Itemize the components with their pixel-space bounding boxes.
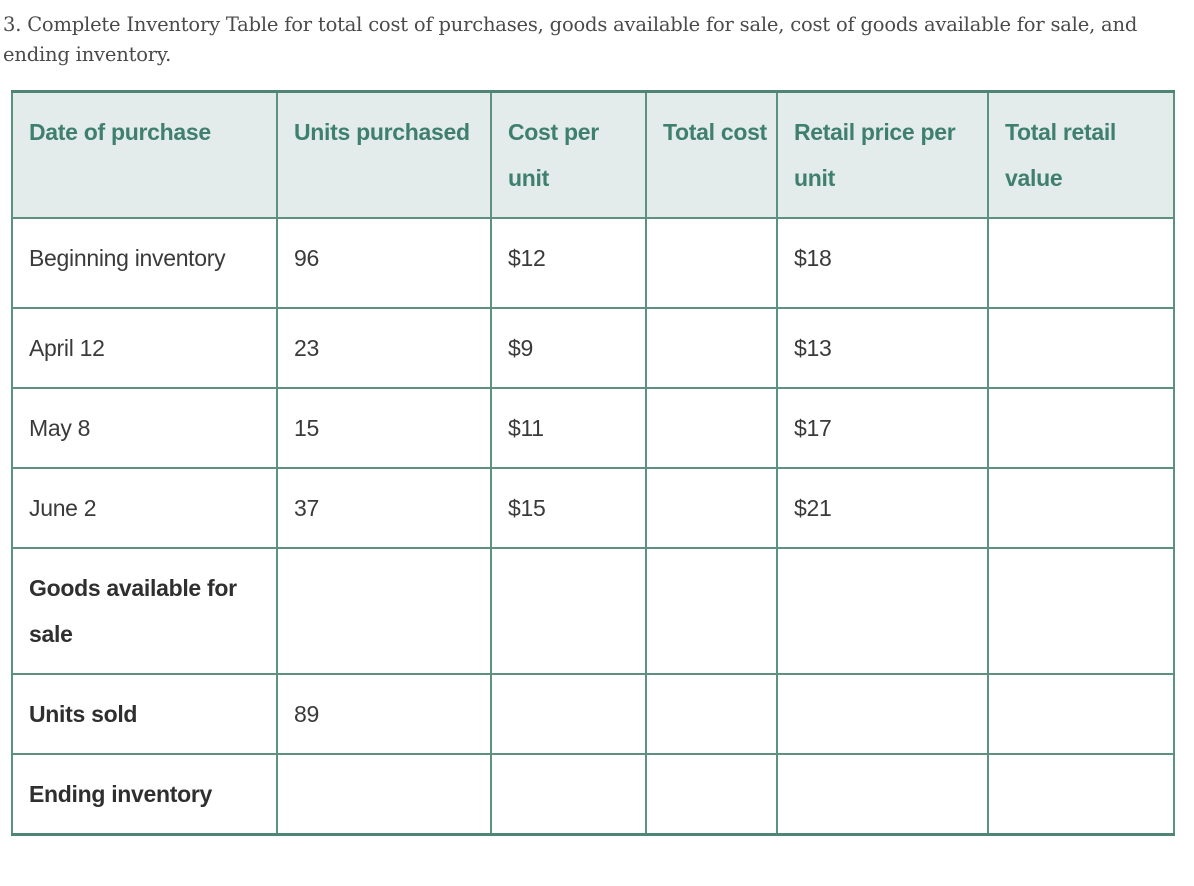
cost-per-unit-cell: $9 (490, 307, 647, 389)
retail-price-cell (776, 547, 989, 675)
retail-price-cell: $13 (776, 307, 989, 389)
total-cost-cell (645, 307, 778, 389)
units-purchased-cell: 89 (276, 673, 492, 755)
cost-per-unit-cell: $11 (490, 387, 647, 469)
inventory-table: Date of purchase Units purchased Cost pe… (11, 90, 1175, 836)
row-label: Units sold (11, 673, 278, 755)
retail-price-cell (776, 753, 989, 836)
total-retail-cell (987, 387, 1175, 469)
header-date-of-purchase: Date of purchase (11, 90, 278, 219)
total-cost-cell (645, 387, 778, 469)
table-row-units-sold: Units sold 89 (11, 673, 1175, 755)
retail-price-cell: $21 (776, 467, 989, 549)
total-retail-cell (987, 217, 1175, 309)
row-label: Beginning inventory (11, 217, 278, 309)
retail-price-cell (776, 673, 989, 755)
total-retail-cell (987, 673, 1175, 755)
cost-per-unit-cell (490, 753, 647, 836)
header-total-retail-value: Total retail value (987, 90, 1175, 219)
units-purchased-cell (276, 753, 492, 836)
retail-price-cell: $17 (776, 387, 989, 469)
table-row-june-2: June 2 37 $15 $21 (11, 467, 1175, 549)
total-retail-cell (987, 307, 1175, 389)
header-retail-price-per-unit: Retail price per unit (776, 90, 989, 219)
table-header-row: Date of purchase Units purchased Cost pe… (11, 90, 1175, 219)
retail-price-cell: $18 (776, 217, 989, 309)
row-label: June 2 (11, 467, 278, 549)
units-purchased-cell: 15 (276, 387, 492, 469)
total-cost-cell (645, 217, 778, 309)
row-label: Ending inventory (11, 753, 278, 836)
units-purchased-cell (276, 547, 492, 675)
question-text: 3. Complete Inventory Table for total co… (3, 13, 1138, 66)
cost-per-unit-cell (490, 673, 647, 755)
header-units-purchased: Units purchased (276, 90, 492, 219)
cost-per-unit-cell (490, 547, 647, 675)
table-row-april-12: April 12 23 $9 $13 (11, 307, 1175, 389)
cost-per-unit-cell: $15 (490, 467, 647, 549)
table-row-goods-available-for-sale: Goods available for sale (11, 547, 1175, 675)
cost-per-unit-cell: $12 (490, 217, 647, 309)
units-purchased-cell: 23 (276, 307, 492, 389)
units-purchased-cell: 96 (276, 217, 492, 309)
row-label: Goods available for sale (11, 547, 278, 675)
row-label: May 8 (11, 387, 278, 469)
header-cost-per-unit: Cost per unit (490, 90, 647, 219)
header-total-cost: Total cost (645, 90, 778, 219)
total-retail-cell (987, 753, 1175, 836)
total-cost-cell (645, 547, 778, 675)
total-retail-cell (987, 547, 1175, 675)
table-row-ending-inventory: Ending inventory (11, 753, 1175, 836)
table-row-may-8: May 8 15 $11 $17 (11, 387, 1175, 469)
total-cost-cell (645, 467, 778, 549)
table-row-beginning-inventory: Beginning inventory 96 $12 $18 (11, 217, 1175, 309)
total-cost-cell (645, 753, 778, 836)
total-retail-cell (987, 467, 1175, 549)
units-purchased-cell: 37 (276, 467, 492, 549)
row-label: April 12 (11, 307, 278, 389)
total-cost-cell (645, 673, 778, 755)
